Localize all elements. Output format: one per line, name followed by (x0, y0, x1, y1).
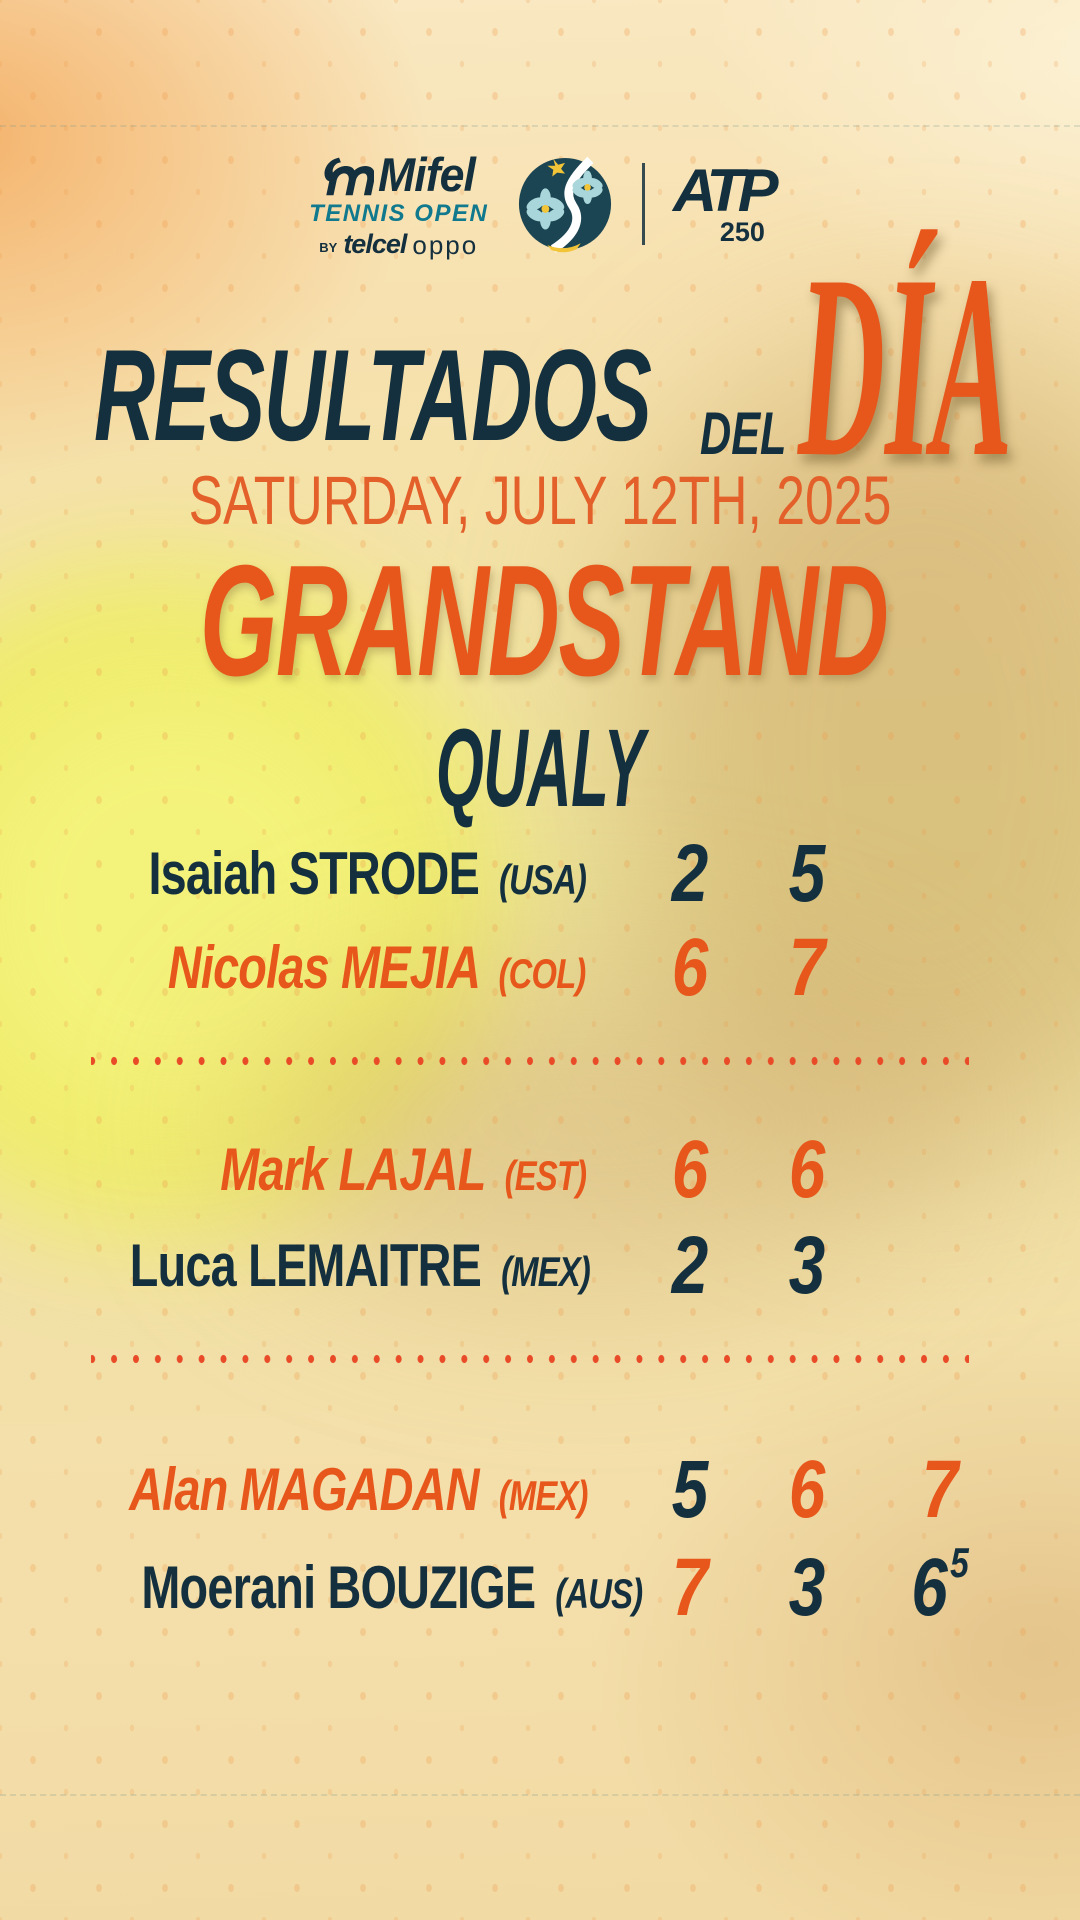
tiebreak-score: 5 (950, 1539, 969, 1586)
player-name-text: Isaiah STRODE (USA) (148, 840, 587, 907)
player-name-text: Luca LEMAITRE (MEX) (129, 1232, 591, 1299)
court-name: GRANDSTAND (199, 533, 889, 709)
set-score: 7 (921, 1444, 959, 1535)
player-row: Alan MAGADAN (MEX) 5 6 7 (0, 1442, 1080, 1538)
tournament-ball-logo (519, 156, 612, 253)
player-row: Mark LAJAL (EST) 6 6 (0, 1122, 1080, 1218)
mifel-tennis-open-logo: Mifel TENNIS OPEN BY telcel oppo (309, 151, 488, 258)
ball-seam (551, 156, 594, 253)
set-score: 6 (671, 1124, 709, 1215)
draw-section-label: QUALY (435, 707, 645, 830)
player-name: Luca LEMAITRE (MEX) (0, 1218, 591, 1314)
player-name: Isaiah STRODE (USA) (0, 826, 586, 922)
mifel-m-icon (324, 157, 374, 195)
match-divider-dots (91, 1352, 969, 1366)
player-name: Mark LAJAL (EST) (0, 1122, 587, 1218)
set-score: 3 (788, 1220, 826, 1311)
player-country: (AUS) (555, 1570, 643, 1617)
tennis-ball-highlight (0, 690, 390, 1120)
tennis-open-label: TENNIS OPEN (309, 199, 489, 227)
player-country: (MEX) (501, 1248, 591, 1295)
player-row: Moerani BOUZIGE (AUS) 7 3 65 (0, 1540, 1080, 1636)
logo-divider (642, 163, 646, 245)
atp-tier: 250 (719, 216, 765, 247)
set-score: 6 (671, 922, 709, 1013)
atp-wordmark: ATP (673, 156, 779, 224)
player-row: Isaiah STRODE (USA) 2 5 (0, 826, 1080, 922)
mifel-wordmark: Mifel (377, 147, 476, 201)
sponsor-row: BY telcel oppo (319, 228, 479, 260)
headline-dia: DÍA (798, 221, 1013, 511)
background-tan-band (230, 960, 950, 1290)
ball-flower-left (526, 188, 565, 230)
set-score: 5 (788, 828, 826, 919)
player-country: (USA) (498, 856, 587, 903)
player-name-text: Alan MAGADAN (MEX) (129, 1456, 589, 1523)
player-row: Luca LEMAITRE (MEX) 2 3 (0, 1218, 1080, 1314)
player-name: Alan MAGADAN (MEX) (0, 1442, 588, 1538)
set-score: 5 (671, 1444, 709, 1535)
background-tan-blur (620, 350, 1080, 1150)
by-label: BY (319, 239, 338, 255)
faint-dashed-line-bottom (0, 1794, 1080, 1796)
set-score: 2 (671, 828, 709, 919)
player-name: Nicolas MEJIA (COL) (0, 920, 587, 1016)
oppo-logo-text: oppo (412, 229, 479, 260)
set-score: 6 (788, 1124, 826, 1215)
ball-flower-right (572, 170, 603, 204)
set-score: 2 (671, 1220, 709, 1311)
player-country: (COL) (498, 950, 587, 997)
header-logos: Mifel TENNIS OPEN BY telcel oppo (0, 148, 1080, 260)
player-name-text: Nicolas MEJIA (COL) (168, 934, 587, 1001)
set-score: 3 (788, 1542, 826, 1633)
ball-bottom-accent (547, 243, 582, 253)
set-score: 6 (788, 1444, 826, 1535)
match-divider-dots (91, 1054, 969, 1068)
player-row: Nicolas MEJIA (COL) 6 7 (0, 920, 1080, 1016)
faint-dashed-line-top (0, 125, 1080, 127)
set-score: 7 (788, 922, 826, 1013)
atp-250-logo: ATP 250 (673, 156, 779, 247)
mifel-wordmark-row: Mifel (318, 151, 480, 198)
player-country: (EST) (504, 1152, 586, 1199)
headline-resultados: RESULTADOS (94, 322, 652, 468)
player-name: Moerani BOUZIGE (AUS) (0, 1540, 643, 1636)
event-date: SATURDAY, JULY 12TH, 2025 (188, 462, 892, 539)
headline-del: DEL (700, 400, 787, 467)
set-score: 65 (911, 1539, 969, 1634)
player-name-text: Moerani BOUZIGE (AUS) (141, 1554, 643, 1621)
player-name-text: Mark LAJAL (EST) (219, 1136, 587, 1203)
ball-star (547, 158, 566, 177)
telcel-logo-text: telcel (343, 228, 407, 259)
set-score: 7 (671, 1542, 709, 1633)
player-country: (MEX) (498, 1472, 589, 1519)
